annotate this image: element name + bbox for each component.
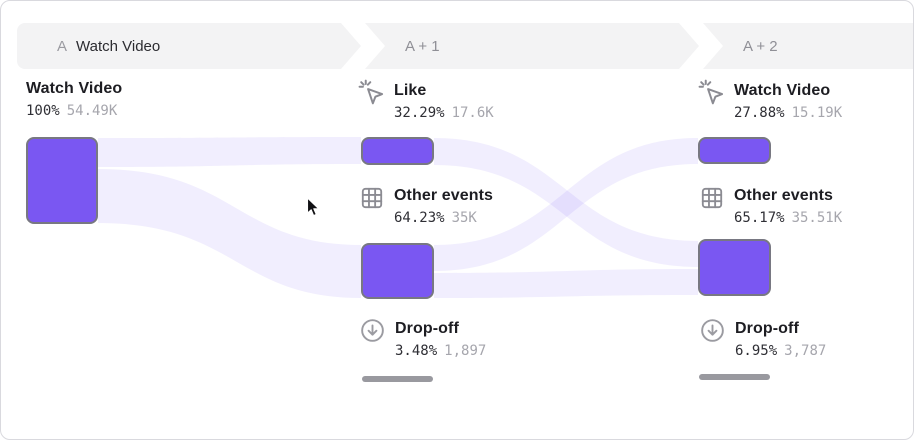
event-percent: 3.48% (395, 343, 438, 359)
step-label: A + 2 (743, 37, 778, 55)
event-name: Other events (394, 187, 494, 204)
event-label-dropoff-a2[interactable]: Drop-off 6.95% 3,787 (699, 319, 826, 361)
step-badge: A (57, 37, 68, 55)
event-count: 35.51K (791, 210, 843, 226)
mouse-cursor (306, 197, 320, 217)
step-header-a-plus-1[interactable]: A + 1 (365, 23, 699, 69)
node-watch-video-a[interactable] (26, 137, 98, 224)
event-name: Watch Video (734, 82, 831, 99)
grid-icon (701, 187, 723, 209)
event-name: Drop-off (735, 320, 799, 337)
event-stats: 6.95% 3,787 (735, 341, 826, 361)
event-count: 35K (451, 210, 477, 226)
dropoff-bar-a1[interactable] (362, 376, 433, 382)
event-stats: 65.17% 35.51K (734, 208, 842, 228)
flow-watchvideo-to-otherevents[interactable] (98, 169, 361, 298)
node-other-events-a1[interactable] (361, 243, 434, 299)
event-count: 1,897 (444, 343, 487, 359)
arrow-down-circle-icon (701, 319, 724, 342)
event-name: Other events (734, 187, 834, 204)
step-header-a-plus-2[interactable]: A + 2 (703, 23, 913, 69)
flow-otherevents-to-watchvideo-2[interactable] (434, 138, 698, 271)
event-count: 15.19K (791, 105, 843, 121)
event-name: Drop-off (395, 320, 459, 337)
event-percent: 6.95% (735, 343, 778, 359)
dropoff-bar-a2[interactable] (699, 374, 770, 380)
event-name: Like (394, 82, 427, 99)
event-percent: 64.23% (394, 210, 445, 226)
event-name: Watch Video (26, 80, 123, 97)
event-label-watch-video-a2[interactable]: Watch Video 27.88% 15.19K (697, 79, 842, 123)
event-stats: 27.88% 15.19K (734, 103, 842, 123)
event-label-other-events-a1[interactable]: Other events 64.23% 35K (359, 186, 493, 228)
node-watch-video-a2[interactable] (698, 137, 771, 164)
step-label: A + 1 (405, 37, 440, 55)
mouse-pointer-click-icon (698, 79, 724, 105)
event-stats: 64.23% 35K (394, 208, 493, 228)
event-count: 3,787 (784, 343, 827, 359)
event-label-dropoff-a1[interactable]: Drop-off 3.48% 1,897 (359, 319, 486, 361)
event-stats: 3.48% 1,897 (395, 341, 486, 361)
event-percent: 100% (26, 103, 60, 119)
node-other-events-a2[interactable] (698, 239, 771, 296)
node-like-a1[interactable] (361, 137, 434, 165)
step-header-a[interactable]: A Watch Video (17, 23, 361, 69)
event-label-like-a1[interactable]: Like 32.29% 17.6K (357, 79, 494, 123)
event-stats: 32.29% 17.6K (394, 103, 494, 123)
event-label-watch-video-a[interactable]: Watch Video 100% 54.49K (26, 79, 122, 121)
flow-like-to-otherevents-2[interactable] (434, 138, 698, 267)
flow-watchvideo-to-like[interactable] (98, 137, 361, 167)
mouse-pointer-click-icon (358, 79, 384, 105)
grid-icon (361, 187, 383, 209)
flow-otherevents-to-otherevents-2[interactable] (434, 269, 698, 298)
event-percent: 32.29% (394, 105, 445, 121)
event-count: 54.49K (66, 103, 118, 119)
step-label: Watch Video (76, 37, 161, 55)
event-count: 17.6K (451, 105, 494, 121)
event-percent: 65.17% (734, 210, 785, 226)
event-percent: 27.88% (734, 105, 785, 121)
arrow-down-circle-icon (361, 319, 384, 342)
event-label-other-events-a2[interactable]: Other events 65.17% 35.51K (699, 186, 842, 228)
event-stats: 100% 54.49K (26, 101, 122, 121)
